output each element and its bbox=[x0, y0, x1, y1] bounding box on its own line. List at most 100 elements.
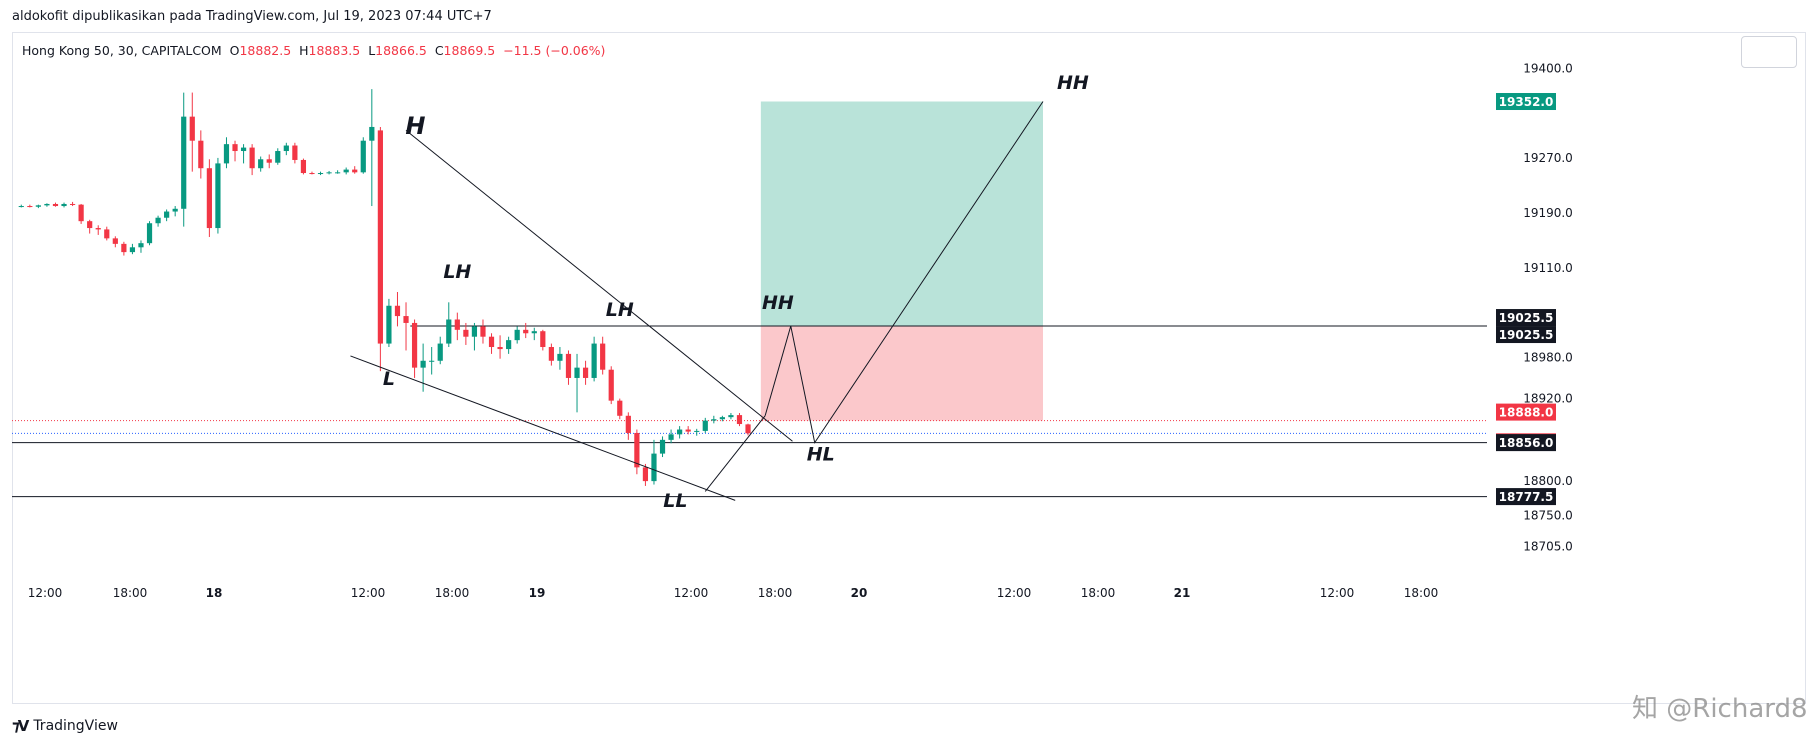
candle-64 bbox=[565, 350, 572, 385]
legend-open-label: O bbox=[229, 43, 240, 58]
candle-70 bbox=[617, 398, 623, 420]
candle-body-75 bbox=[659, 439, 666, 454]
x-tick-7: 18:00 bbox=[758, 586, 793, 600]
x-tick-9: 12:00 bbox=[997, 586, 1032, 600]
legend-open-value: 18882.5 bbox=[239, 43, 292, 58]
candle-4 bbox=[52, 202, 59, 207]
candle-11 bbox=[112, 236, 118, 248]
annotation-7: HH bbox=[1057, 72, 1089, 94]
candle-43 bbox=[386, 298, 392, 348]
candle-14 bbox=[138, 240, 144, 253]
candle-50 bbox=[446, 302, 452, 348]
candle-22 bbox=[206, 159, 212, 237]
candle-body-38 bbox=[343, 169, 349, 173]
price-label-3: 18888.0 bbox=[1496, 403, 1556, 421]
candle-body-18 bbox=[172, 208, 178, 212]
candle-body-52 bbox=[463, 329, 469, 337]
candle-body-72 bbox=[634, 432, 640, 468]
legend-close-value: 18869.5 bbox=[443, 43, 496, 58]
candle-body-55 bbox=[488, 336, 495, 348]
candle-body-1 bbox=[27, 206, 33, 208]
candle-body-2 bbox=[35, 205, 41, 207]
candle-body-35 bbox=[317, 173, 324, 175]
candle-body-20 bbox=[189, 116, 195, 141]
candle-body-57 bbox=[506, 340, 512, 350]
x-tick-12: 12:00 bbox=[1320, 586, 1355, 600]
candle-body-12 bbox=[121, 243, 127, 253]
candle-47 bbox=[420, 343, 426, 392]
candle-17 bbox=[164, 209, 170, 222]
candle-76 bbox=[668, 429, 674, 444]
candle-82 bbox=[719, 415, 725, 422]
candle-body-33 bbox=[300, 159, 307, 174]
candle-27 bbox=[249, 144, 255, 176]
candle-38 bbox=[343, 167, 349, 175]
candle-body-80 bbox=[702, 420, 708, 431]
candle-body-6 bbox=[69, 203, 76, 205]
candle-77 bbox=[677, 426, 683, 439]
candle-body-61 bbox=[540, 331, 546, 348]
candle-body-62 bbox=[548, 347, 554, 361]
candle-85 bbox=[745, 423, 751, 436]
candle-1 bbox=[27, 204, 33, 208]
price-label-text-6: 18777.5 bbox=[1499, 490, 1554, 504]
candle-body-50 bbox=[446, 319, 452, 344]
candle-49 bbox=[437, 336, 443, 365]
candle-72 bbox=[634, 429, 640, 475]
candle-body-7 bbox=[78, 204, 84, 222]
candle-2 bbox=[35, 204, 41, 209]
tradingview-logo[interactable]: ⁊V TradingView bbox=[12, 717, 118, 735]
price-label-5: 18856.0 bbox=[1496, 434, 1556, 452]
price-label-text-0: 19352.0 bbox=[1499, 95, 1554, 109]
ohlc-legend: Hong Kong 50, 30, CAPITALCOM O18882.5 H1… bbox=[22, 43, 605, 58]
candle-48 bbox=[429, 347, 435, 375]
candle-21 bbox=[198, 130, 204, 179]
legend-high-value: 18883.5 bbox=[308, 43, 361, 58]
candle-body-44 bbox=[394, 305, 401, 317]
candle-body-74 bbox=[651, 453, 657, 482]
candle-78 bbox=[685, 426, 691, 435]
candle-57 bbox=[506, 336, 512, 354]
candle-body-79 bbox=[694, 430, 700, 432]
annotation-3: LH bbox=[606, 299, 634, 321]
x-tick-11: 21 bbox=[1174, 586, 1191, 600]
candle-body-68 bbox=[600, 343, 606, 370]
x-tick-1: 18:00 bbox=[113, 586, 148, 600]
candle-body-11 bbox=[112, 238, 118, 244]
candle-body-56 bbox=[497, 347, 503, 350]
y-tick-7: 18750.0 bbox=[1523, 509, 1573, 523]
candle-31 bbox=[283, 142, 289, 156]
candle-body-4 bbox=[52, 203, 59, 207]
candle-32 bbox=[292, 142, 298, 164]
candle-body-51 bbox=[454, 319, 460, 330]
chart-frame bbox=[12, 32, 1806, 704]
candle-body-69 bbox=[608, 369, 614, 401]
candle-84 bbox=[736, 413, 743, 427]
candle-65 bbox=[574, 353, 580, 413]
annotation-6: HL bbox=[807, 443, 835, 465]
price-label-text-3: 18888.0 bbox=[1499, 406, 1554, 420]
candle-body-76 bbox=[668, 434, 674, 440]
candle-35 bbox=[317, 171, 324, 176]
price-label-bg-5 bbox=[1496, 434, 1556, 452]
candle-body-54 bbox=[480, 326, 486, 337]
candle-0 bbox=[18, 204, 24, 208]
candle-body-5 bbox=[61, 203, 67, 207]
candle-body-73 bbox=[642, 467, 649, 482]
x-tick-5: 19 bbox=[529, 586, 546, 600]
candle-body-85 bbox=[745, 424, 751, 434]
trendline-0 bbox=[405, 130, 793, 442]
candle-body-10 bbox=[104, 229, 110, 239]
projection-path bbox=[764, 101, 1044, 444]
candle-body-84 bbox=[736, 415, 743, 425]
candle-5 bbox=[61, 202, 67, 208]
legend-high-label: H bbox=[299, 43, 309, 58]
candle-61 bbox=[540, 329, 546, 351]
x-tick-8: 20 bbox=[851, 586, 868, 600]
x-tick-3: 12:00 bbox=[351, 586, 386, 600]
chart-settings-box[interactable] bbox=[1741, 36, 1797, 68]
candle-body-77 bbox=[677, 429, 683, 435]
candle-body-23 bbox=[215, 163, 221, 229]
